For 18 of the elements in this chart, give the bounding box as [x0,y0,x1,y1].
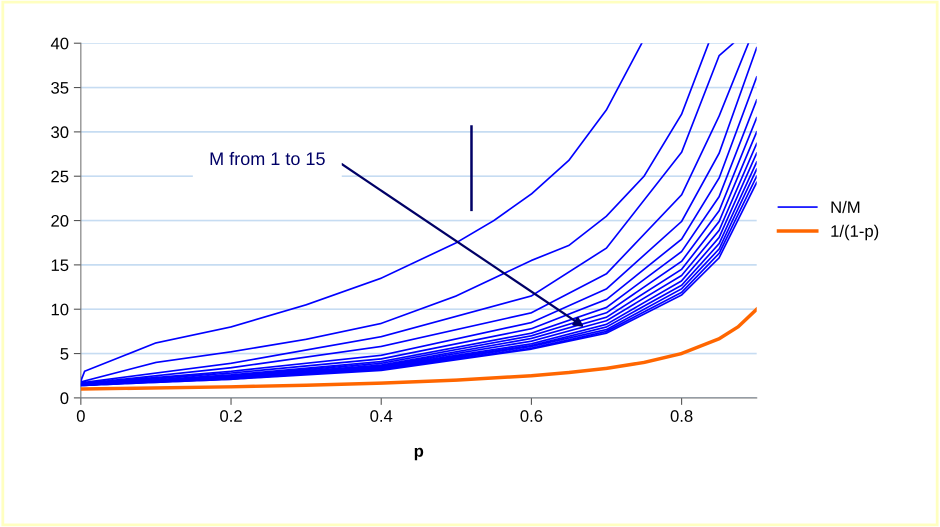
y-tick-label: 40 [50,38,68,50]
annotation: M from 1 to 15 [210,152,325,166]
y-tick-label: 5 [60,348,68,360]
x-tick-label: 0.4 [370,410,392,422]
y-tick-label: 20 [51,214,68,227]
x-tick-label: 0.8 [670,410,692,422]
x-tick-label: 0 [76,410,85,422]
x-tick-label: 0.2 [220,410,242,422]
y-tick-label: 35 [51,82,68,94]
y-tick-label: 30 [51,126,68,138]
y-tick-label: 0 [60,392,68,404]
legend-label: N/M [831,200,860,214]
x-tick-label: 0.6 [520,410,542,422]
y-tick-label: 15 [52,259,68,272]
y-tick-label: 10 [52,304,68,316]
x-axis-title: p [414,448,424,460]
y-tick-label: 25 [51,170,68,182]
legend-label: 1/(1-p) [831,224,878,240]
